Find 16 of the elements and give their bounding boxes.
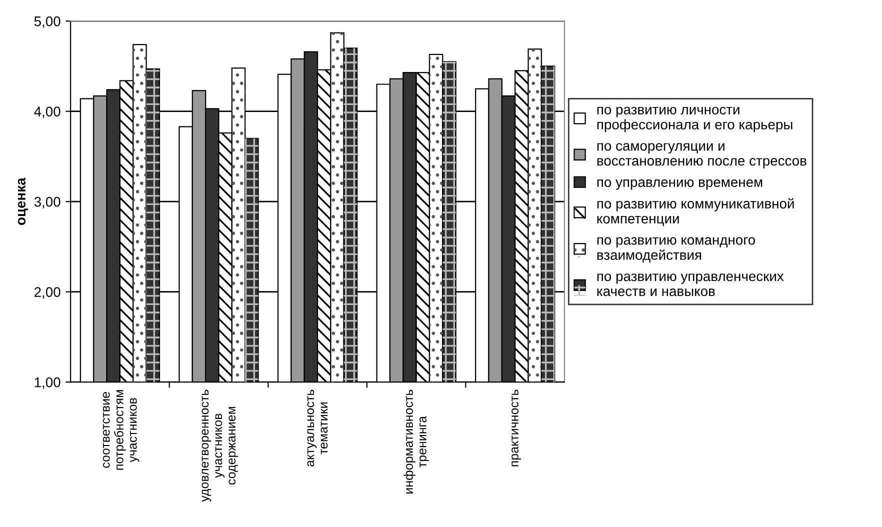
y-tick-label: 5,00 [34, 16, 60, 28]
legend-label: по развитию управленческих качеств и навыков [597, 274, 784, 296]
y-tick-label: 2,00 [34, 287, 60, 299]
x-tick-label: информативность тренинга [404, 390, 429, 494]
legend-label: по развитию командного взаимодействия [597, 237, 756, 263]
y-tick-label: 4,00 [34, 106, 60, 118]
y-axis-title: оценка [18, 178, 28, 225]
legend-label: по управлению временем [597, 179, 762, 190]
x-tick-label: практичность [512, 390, 521, 466]
legend-label: по саморегуляции и восстановлению после стрессов [597, 143, 806, 168]
x-tick-label: удовлетворенность участников содержанием [202, 390, 238, 502]
x-tick-label: актуальность тематики [307, 390, 328, 466]
legend-label: по развитию личности профессионала и его карьеры [597, 106, 792, 132]
y-tick-label: 3,00 [34, 196, 60, 208]
x-tick-label: соответствие потребностям участников [102, 390, 140, 470]
y-tick-label: 1,00 [34, 377, 60, 389]
